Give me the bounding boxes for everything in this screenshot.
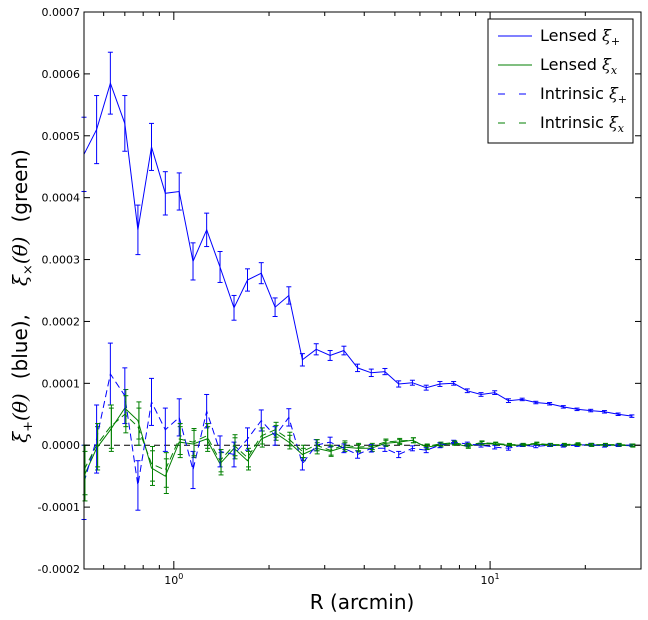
y-label-xi-plus-sub: + — [21, 421, 36, 432]
series-line — [83, 372, 632, 486]
legend-label: Lensed ξ+ — [540, 26, 620, 48]
y-tick-label: 0.0000 — [42, 439, 81, 452]
y-label-green: (green) — [8, 149, 32, 222]
y-label-xi-cross: ξ — [8, 274, 32, 286]
x-axis-label: R (arcmin) — [310, 590, 415, 614]
y-tick-label: 0.0004 — [42, 192, 81, 205]
plot-frame — [83, 11, 642, 570]
y-label-blue: (blue), — [8, 314, 32, 379]
x-tick-label: 101 — [481, 572, 500, 587]
y-tick-label: -0.0001 — [38, 501, 80, 514]
legend-label: Lensed ξx — [540, 55, 618, 77]
series-3 — [81, 342, 635, 520]
legend-label: Intrinsic ξx — [540, 113, 625, 135]
y-label-xi-cross-sub: × — [21, 264, 36, 275]
svg-text:ξ+(θ)(blue),ξ×(θ)(green): ξ+(θ)(blue),ξ×(θ)(green) — [8, 149, 36, 443]
y-tick-label: 0.0003 — [42, 254, 81, 267]
series-line — [83, 81, 632, 417]
legend-label: Intrinsic ξ+ — [540, 84, 627, 106]
y-tick-label: 0.0006 — [42, 68, 81, 81]
y-tick-label: 0.0005 — [42, 130, 81, 143]
axis-layer: -0.0002 -0.0001 0.0000 0.0001 0.0002 0.0003 0.… — [38, 6, 642, 587]
series-line — [83, 413, 632, 471]
y-label-theta-b: (θ) — [8, 237, 32, 265]
legend: Lensed ξ+ Lensed ξx Intrinsic ξ+ Intrinsic … — [487, 18, 634, 144]
x-tick-label: 100 — [164, 572, 183, 587]
y-axis-label: ξ+(θ)(blue),ξ×(θ)(green) — [8, 149, 36, 443]
series-1 — [81, 51, 635, 418]
y-label-theta-a: (θ) — [8, 393, 32, 421]
y-tick-label: 0.0002 — [42, 315, 81, 328]
y-tick-label: 0.0001 — [42, 377, 81, 390]
legend-box — [487, 18, 634, 144]
series-4 — [82, 395, 636, 496]
y-tick-label: -0.0002 — [38, 563, 80, 576]
y-label-xi-plus: ξ — [8, 431, 32, 443]
y-tick-label: 0.0007 — [42, 6, 81, 19]
series-line — [83, 407, 632, 477]
series-layer — [81, 51, 636, 520]
